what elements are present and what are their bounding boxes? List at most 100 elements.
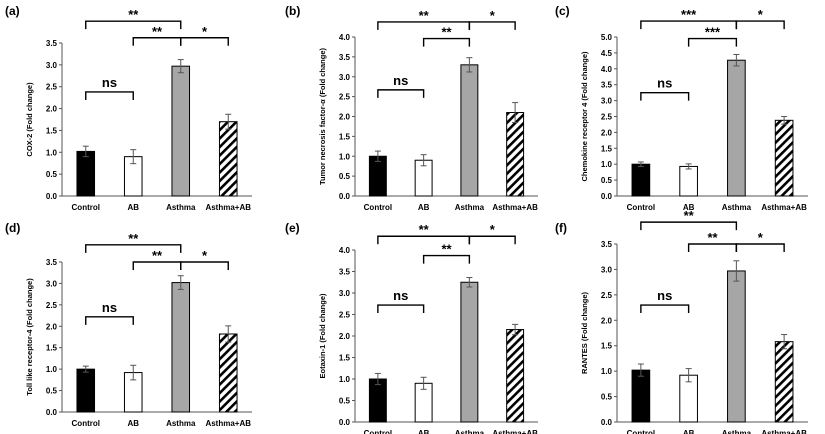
y-tick-label: 1.0: [339, 152, 351, 161]
significance-label: *: [202, 24, 208, 39]
y-tick-label: 1.5: [601, 144, 613, 153]
y-tick-label: 3.0: [339, 289, 351, 298]
y-tick-label: 3.5: [601, 240, 613, 249]
y-tick-label: 3.0: [46, 279, 58, 288]
y-tick-label: 1.0: [46, 148, 58, 157]
significance-bracket: [640, 91, 690, 101]
significance-label: **: [441, 25, 452, 40]
panel-label: (b): [285, 4, 300, 18]
y-tick-label: 3.0: [601, 265, 613, 274]
y-tick-label: 1.0: [46, 365, 58, 374]
x-tick-label-control: Control: [72, 203, 100, 212]
y-axis-title: RANTES (Fold change): [580, 291, 589, 374]
significance-bracket: [132, 261, 182, 270]
significance-label: **: [707, 230, 718, 245]
y-tick-label: 0.5: [339, 172, 351, 181]
x-tick-label-asthma: Asthma: [722, 429, 752, 434]
y-tick-label: 0.5: [46, 170, 58, 179]
significance-bracket: [640, 304, 690, 314]
significance-bracket: [687, 37, 738, 47]
significance-bracket: [735, 243, 785, 252]
y-axis-title: Eotaxin-1 (Fold change): [318, 293, 327, 379]
significance-label: ns: [657, 76, 672, 91]
y-tick-label: 2.0: [46, 322, 58, 331]
significance-label: *: [490, 8, 496, 23]
x-tick-label-asthma-ab: Asthma+AB: [492, 203, 538, 212]
significance-bracket: [422, 254, 471, 264]
y-tick-label: 0.0: [46, 408, 58, 417]
significance-label: ns: [657, 288, 672, 303]
panel-label: (d): [5, 221, 20, 235]
x-tick-label-asthma-ab: Asthma+AB: [761, 429, 807, 434]
y-tick-label: 4.5: [601, 49, 613, 58]
significance-label: *: [202, 248, 208, 263]
x-tick-label-asthma-ab: Asthma+AB: [492, 429, 538, 434]
significance-bracket: [468, 235, 516, 245]
significance-label: *: [758, 230, 764, 245]
bar-asthma: [727, 270, 746, 423]
x-tick-label-control: Control: [627, 429, 655, 434]
x-tick-label-asthma: Asthma: [722, 203, 752, 212]
significance-bracket: [85, 20, 182, 30]
significance-label: *: [758, 7, 764, 22]
significance-bracket: [468, 21, 516, 30]
y-tick-label: 1.5: [339, 354, 351, 363]
chart-panel-1: (a) 0.0 0.5 1.0 1.5 2.0 2.5 3.0 3.5 COX-2 (Fold c…: [5, 4, 252, 212]
y-tick-label: 0.5: [601, 176, 613, 185]
significance-label: ***: [681, 7, 697, 22]
x-tick-label-ab: AB: [127, 419, 139, 428]
significance-bracket: [640, 221, 738, 231]
bar-asthma-ab: [506, 112, 525, 197]
significance-bracket: [85, 91, 134, 100]
significance-label: **: [152, 248, 163, 263]
x-tick-label-asthma-ab: Asthma+AB: [205, 419, 251, 428]
bar-asthma: [171, 282, 191, 413]
bar-asthma: [460, 64, 479, 197]
y-tick-label: 0.5: [601, 393, 613, 402]
y-tick-label: 2.0: [601, 316, 613, 325]
y-tick-label: 2.5: [339, 93, 351, 102]
bar-control: [631, 369, 651, 423]
significance-label: ns: [393, 73, 408, 88]
significance-bracket: [640, 20, 738, 30]
y-tick-label: 3.5: [339, 53, 351, 62]
bar-ab: [679, 165, 698, 197]
x-tick-label-control: Control: [627, 203, 655, 212]
x-tick-label-asthma-ab: Asthma+AB: [761, 203, 807, 212]
y-tick-label: 3.5: [339, 268, 351, 277]
panel-label: (f): [555, 221, 567, 235]
y-tick-label: 3.5: [46, 39, 58, 48]
y-tick-label: 2.0: [46, 105, 58, 114]
significance-bracket: [377, 235, 471, 245]
significance-bracket: [180, 261, 229, 270]
significance-bracket: [687, 243, 738, 252]
y-tick-label: 3.5: [601, 81, 613, 90]
y-tick-label: 4.0: [601, 65, 613, 74]
significance-bracket: [377, 304, 425, 314]
bar-asthma-ab: [218, 121, 238, 197]
x-tick-label-ab: AB: [127, 203, 139, 212]
significance-label: **: [128, 7, 139, 22]
bar-asthma-ab: [774, 341, 794, 423]
bar-control: [631, 163, 651, 197]
chart-panel-4: (d) 0.0 0.5 1.0 1.5 2.0 2.5 3.0 3.5 Toll like rec…: [5, 221, 252, 428]
significance-bracket: [85, 316, 134, 325]
y-tick-label: 3.0: [46, 61, 58, 70]
y-tick-label: 3.0: [339, 73, 351, 82]
y-axis-title: Tumor necrosis factor-α (Fold change): [318, 48, 327, 185]
chart-panel-6: (f) 0.0 0.5 1.0 1.5 2.0 2.5 3.0 3.5 RANTES (Fold …: [555, 208, 808, 434]
significance-label: ns: [102, 300, 117, 315]
significance-bracket: [422, 37, 471, 47]
x-tick-label-ab: AB: [683, 203, 695, 212]
bar-control: [368, 155, 387, 197]
significance-label: *: [490, 222, 496, 237]
y-tick-label: 0.5: [46, 387, 58, 396]
y-tick-label: 2.5: [339, 311, 351, 320]
bar-asthma: [460, 281, 479, 423]
bar-asthma-ab: [218, 333, 238, 413]
bar-asthma: [727, 59, 746, 197]
y-tick-label: 1.5: [339, 132, 351, 141]
x-tick-label-ab: AB: [683, 429, 695, 434]
x-tick-label-asthma: Asthma: [455, 203, 485, 212]
chart-panel-5: (e) 0.0 0.5 1.0 1.5 2.0 2.5 3.0 3.5 4.0 Eotaxin-1 …: [285, 221, 538, 434]
